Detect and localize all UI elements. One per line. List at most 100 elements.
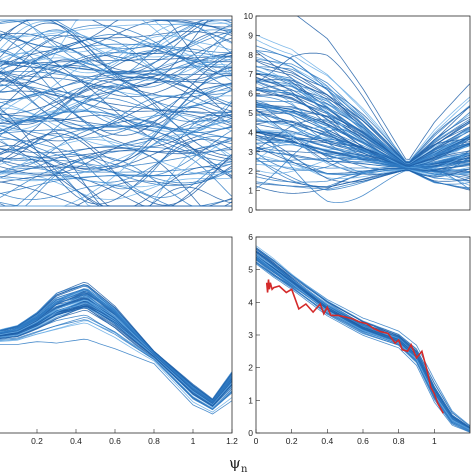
- series-line: [0, 284, 232, 401]
- y-tick-label: 4: [248, 127, 253, 137]
- series-line: [0, 288, 232, 402]
- series-line: [256, 247, 470, 427]
- series-line: [0, 20, 232, 73]
- axes-frame: [0, 15, 233, 211]
- series-line: [256, 52, 470, 163]
- series-line: [0, 19, 232, 67]
- series-line: [0, 55, 232, 84]
- series-line: [0, 56, 232, 123]
- series-line: [0, 74, 232, 139]
- series-line: [0, 133, 232, 206]
- series-line: [0, 156, 232, 207]
- series-line: [0, 138, 232, 176]
- series-line: [256, 153, 470, 176]
- y-tick-label: 3: [248, 330, 253, 340]
- series-line: [256, 147, 470, 169]
- series-line: [0, 53, 232, 89]
- series-line: [256, 125, 470, 204]
- y-tick-label: 1: [248, 395, 253, 405]
- series-line: [256, 131, 470, 169]
- series-line: [256, 65, 470, 167]
- series-line: [0, 71, 232, 130]
- series-line: [0, 146, 232, 155]
- x-axis-label: ψ n: [229, 454, 248, 474]
- series-line: [0, 281, 232, 401]
- series-line: [0, 170, 232, 194]
- series-line: [0, 113, 232, 148]
- series-line: [0, 299, 232, 405]
- series-line: [256, 113, 470, 172]
- series-line: [0, 119, 232, 182]
- series-line: [0, 19, 232, 87]
- series-line: [256, 262, 470, 433]
- highlight-series-line: [265, 279, 445, 414]
- y-tick-label: 3: [248, 147, 253, 157]
- series-line: [0, 138, 232, 184]
- series-line: [256, 158, 470, 191]
- series-line: [0, 82, 232, 142]
- series-line: [0, 19, 232, 78]
- y-tick-label: 9: [248, 30, 253, 40]
- series-line: [296, 16, 470, 160]
- series-group: [256, 16, 470, 204]
- series-line: [256, 60, 470, 163]
- series-line: [256, 261, 470, 432]
- series-line: [256, 79, 470, 166]
- series-line: [256, 102, 470, 167]
- series-line: [256, 168, 470, 183]
- series-line: [0, 289, 232, 401]
- y-tick-label: 8: [248, 50, 253, 60]
- panel-bottom-left: 0.2 0.4 0.6 0.8 1 1.2: [0, 236, 238, 446]
- x-tick-label: 0.8: [393, 436, 405, 446]
- series-line: [0, 84, 232, 130]
- series-line: [0, 83, 232, 131]
- series-line: [0, 284, 232, 401]
- series-line: [0, 35, 232, 127]
- series-line: [0, 147, 232, 207]
- series-line: [256, 49, 470, 163]
- x-tick-label: 0.8: [148, 436, 160, 446]
- panel-bottom-right: 0 1 2 3 4 5 6 0 0.2 0.4 0.6 0.8 1: [248, 232, 471, 446]
- series-line: [0, 338, 232, 415]
- series-line: [256, 146, 470, 174]
- series-line: [256, 263, 470, 433]
- series-line: [0, 19, 232, 80]
- series-line: [0, 111, 232, 145]
- series-line: [256, 77, 470, 165]
- x-tick-label: 1.2: [226, 436, 238, 446]
- series-line: [0, 138, 232, 188]
- y-tick-label: 2: [248, 363, 253, 373]
- series-line: [0, 304, 232, 405]
- series-line: [0, 35, 232, 131]
- series-group: [256, 245, 470, 433]
- x-tick-label: 1: [191, 436, 196, 446]
- series-line: [0, 30, 232, 98]
- series-line: [0, 76, 232, 115]
- series-line: [0, 107, 232, 205]
- panel-top-right: 0 1 2 3 4 5 6 7 8 9 10: [244, 11, 471, 215]
- series-line: [0, 24, 232, 87]
- series-line: [0, 43, 232, 70]
- series-line: [0, 24, 232, 90]
- y-tick-label: 6: [248, 89, 253, 99]
- x-axis-label-subscript: n: [241, 464, 248, 474]
- series-line: [0, 30, 232, 61]
- x-tick-label: 1: [432, 436, 437, 446]
- series-line: [256, 100, 470, 166]
- series-group: [0, 281, 232, 415]
- series-line: [0, 285, 232, 401]
- x-tick-label: 0.4: [70, 436, 82, 446]
- y-tick-label: 5: [248, 108, 253, 118]
- series-line: [256, 39, 470, 162]
- series-line: [0, 33, 232, 83]
- series-line: [0, 97, 232, 122]
- x-tick-label: 0.2: [31, 436, 43, 446]
- x-tick-label: 0: [254, 436, 259, 446]
- series-line: [0, 45, 232, 68]
- series-line: [0, 288, 232, 402]
- series-line: [0, 140, 232, 159]
- y-tick-label: 4: [248, 297, 253, 307]
- y-tick-label: 0: [248, 428, 253, 438]
- series-line: [0, 136, 232, 167]
- series-line: [256, 138, 470, 176]
